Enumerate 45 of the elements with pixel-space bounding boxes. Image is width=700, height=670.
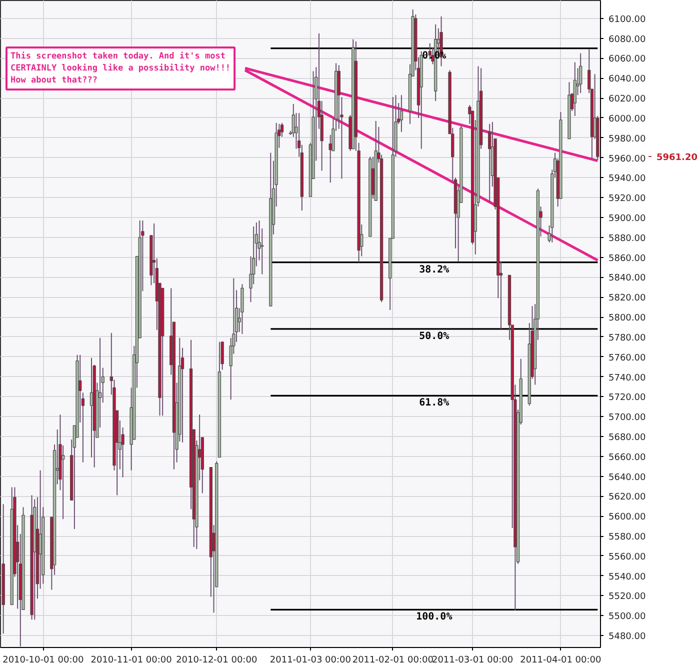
y-tick-label: 5980.00 xyxy=(608,134,646,144)
y-tick-label: 5860.00 xyxy=(608,254,646,264)
y-tick-label: 5900.00 xyxy=(608,214,646,224)
annotation: This screenshot taken today. And it's most CERTAINLY looking like a possibility now!!! How about that??? xyxy=(10,52,231,86)
y-tick-label: 5600.00 xyxy=(608,512,646,523)
x-tick-label: 2010-10-01 00:00 xyxy=(2,656,84,666)
y-tick-label: 5480.00 xyxy=(608,632,646,642)
y-tick-label: 5960.00 xyxy=(608,154,646,164)
x-tick-label: 2011-04-01 00:00 xyxy=(520,656,602,666)
y-tick-label: 6020.00 xyxy=(608,94,646,105)
y-tick-label: 5540.00 xyxy=(608,572,646,582)
x-tick-label: 2011-03-01 00:00 xyxy=(432,656,514,666)
y-tick-label: 5700.00 xyxy=(608,413,646,424)
y-tick-label: 5580.00 xyxy=(608,532,646,543)
y-tick-label: 5640.00 xyxy=(608,472,646,483)
x-tick-label: 2011-01-03 00:00 xyxy=(270,656,352,666)
y-tick-label: 6100.00 xyxy=(608,14,646,25)
y-tick-label: 5520.00 xyxy=(608,592,646,602)
x-tick-label: 2010-11-01 00:00 xyxy=(90,656,172,666)
y-tick-label: 6000.00 xyxy=(608,114,646,124)
text: 5961.20 xyxy=(656,153,698,164)
y-tick-label: 5760.00 xyxy=(608,353,646,364)
y-tick-label: 5940.00 xyxy=(608,174,646,184)
y-tick-label: 5920.00 xyxy=(608,194,646,204)
y-tick-label: 5500.00 xyxy=(608,612,646,622)
y-tick-label: 5800.00 xyxy=(608,314,646,324)
y-tick-label: 6060.00 xyxy=(608,54,646,65)
y-tick-label: 5720.00 xyxy=(608,393,646,404)
series-label: 100.0% xyxy=(416,612,452,623)
y-tick-label: 5780.00 xyxy=(608,333,646,344)
y-tick-label: 6040.00 xyxy=(608,74,646,85)
y-tick-label: 5840.00 xyxy=(608,274,646,284)
series-label: 38.2% xyxy=(419,264,450,276)
x-tick-label: 2011-02-01 00:00 xyxy=(352,656,434,666)
series-label: 50.0% xyxy=(419,330,450,342)
x-tick-label: 2010-12-01 00:00 xyxy=(176,656,258,666)
y-tick-label: 5820.00 xyxy=(608,294,646,304)
y-tick-label: 5680.00 xyxy=(608,432,646,443)
y-tick-label: 5660.00 xyxy=(608,452,646,463)
y-tick-label: 5560.00 xyxy=(608,552,646,562)
y-tick-label: 5880.00 xyxy=(608,234,646,244)
y-tick-label: 5620.00 xyxy=(608,492,646,503)
y-tick-label: 5740.00 xyxy=(608,373,646,384)
y-tick-label: 6080.00 xyxy=(608,34,646,45)
series-label: 61.8% xyxy=(419,398,450,409)
